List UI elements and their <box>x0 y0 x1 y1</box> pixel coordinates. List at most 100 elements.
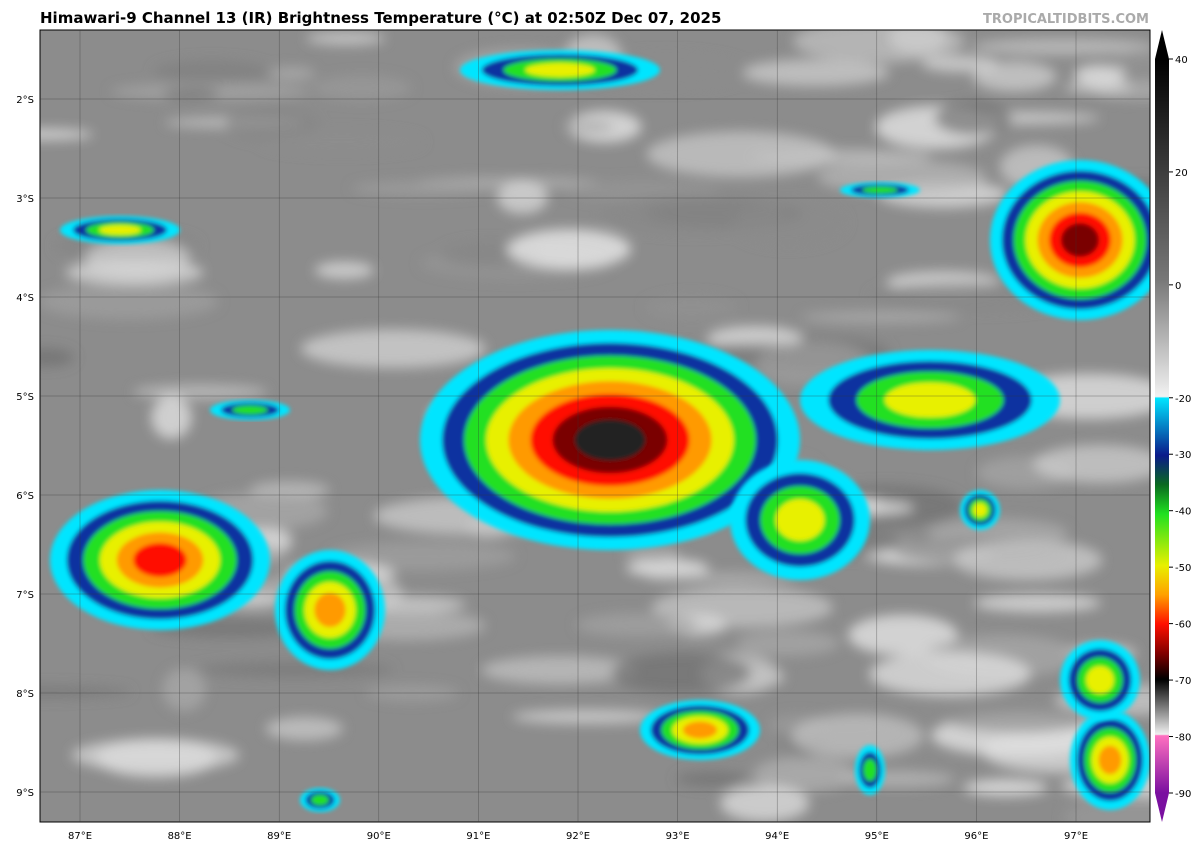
cloud-streak <box>971 38 1150 56</box>
lon-label: 91°E <box>466 831 490 842</box>
convective-cell <box>1070 710 1150 810</box>
lat-label: 2°S <box>16 95 34 106</box>
colorbar-tick-label: 40 <box>1175 55 1188 66</box>
cloud-top <box>314 592 346 628</box>
lon-label: 94°E <box>765 831 789 842</box>
cloud-top <box>862 186 898 194</box>
cloud-streak <box>265 716 344 741</box>
cloud-streak <box>720 784 810 822</box>
cloud-top <box>863 758 877 782</box>
convective-cell <box>640 700 760 760</box>
cloud-streak <box>197 661 394 678</box>
convective-cell <box>60 216 180 244</box>
cloud-streak <box>225 107 319 141</box>
convective-cell <box>50 490 270 630</box>
cloud-streak <box>610 652 752 694</box>
cloud-streak <box>646 131 836 178</box>
lon-label: 89°E <box>267 831 291 842</box>
cloud-top <box>311 794 329 806</box>
cloud-streak <box>601 193 786 234</box>
colorbar-fill <box>1155 59 1169 793</box>
cloud-streak <box>497 181 548 214</box>
lat-label: 3°S <box>16 194 34 205</box>
cloud-streak <box>963 779 1048 797</box>
cloud-streak <box>300 329 486 368</box>
colorbar-tick-label: -90 <box>1175 789 1191 800</box>
convective-cell <box>800 350 1060 450</box>
cloud-top <box>682 721 718 739</box>
lon-label: 87°E <box>68 831 92 842</box>
cloud-streak <box>1033 444 1150 483</box>
convective-cell <box>210 400 290 420</box>
colorbar-tick-label: -70 <box>1175 676 1191 687</box>
cloud-streak <box>644 295 738 320</box>
cloud-streak <box>626 559 709 578</box>
lat-label: 5°S <box>16 392 34 403</box>
cloud-streak <box>40 348 75 367</box>
cloud-streak <box>162 87 220 101</box>
lon-label: 95°E <box>865 831 889 842</box>
cloud-streak <box>563 120 615 133</box>
convective-cell <box>990 160 1150 320</box>
cloud-top <box>133 543 187 577</box>
title: Himawari-9 Channel 13 (IR) Brightness Te… <box>40 9 721 27</box>
colorbar-tick-label: -50 <box>1175 563 1191 574</box>
colorbar-top-extension <box>1155 30 1169 59</box>
satellite-map <box>40 30 1150 822</box>
lon-label: 96°E <box>964 831 988 842</box>
cloud-top <box>884 382 976 418</box>
cloud-streak <box>85 238 190 277</box>
colorbar-tick-label: 20 <box>1175 168 1188 179</box>
cloud-top <box>99 225 141 235</box>
convective-cell <box>275 550 385 670</box>
cloud-streak <box>888 30 947 54</box>
lon-label: 90°E <box>367 831 391 842</box>
lon-label: 92°E <box>566 831 590 842</box>
cloud-streak <box>511 709 662 724</box>
convective-cell <box>960 490 1000 530</box>
cloud-streak <box>1073 65 1126 85</box>
lon-label: 97°E <box>1064 831 1088 842</box>
cloud-streak <box>790 713 924 759</box>
convective-cell <box>460 50 660 90</box>
cloud-streak <box>328 541 516 571</box>
convective-cell <box>730 460 870 580</box>
colorbar: 40 20 0 -20 -30 -40 -50 -60 -70 -80 -90 <box>1155 30 1191 822</box>
cloud-streak <box>351 181 494 196</box>
cloud-streak <box>314 261 375 279</box>
convective-cell <box>300 788 340 812</box>
cloud-top <box>574 419 646 461</box>
lat-label: 8°S <box>16 689 34 700</box>
cloud-streak <box>507 228 631 270</box>
colorbar-tick-label: -80 <box>1175 733 1191 744</box>
lat-label: 4°S <box>16 293 34 304</box>
cloud-top <box>775 499 825 541</box>
cloud-streak <box>1064 81 1134 94</box>
cloud-streak <box>268 66 316 81</box>
cloud-top <box>1098 745 1122 775</box>
convective-cell <box>855 745 885 795</box>
cloud-streak <box>944 705 1093 734</box>
colorbar-tick-label: 0 <box>1175 281 1181 292</box>
cloud-streak <box>753 756 857 792</box>
cloud-streak <box>96 738 217 779</box>
lat-label: 9°S <box>16 788 34 799</box>
cloud-streak <box>800 311 961 323</box>
colorbar-tick-label: -60 <box>1175 620 1191 631</box>
cloud-streak <box>151 396 192 439</box>
cloud-streak <box>933 101 1013 136</box>
colorbar-tick-label: -30 <box>1175 450 1191 461</box>
cloud-streak <box>869 651 1031 697</box>
cloud-streak <box>921 55 999 73</box>
cloud-top <box>232 405 268 415</box>
cloud-streak <box>261 131 423 153</box>
cloud-streak <box>848 614 958 656</box>
cloud-streak <box>740 59 890 87</box>
lat-label: 6°S <box>16 491 34 502</box>
cloud-streak <box>481 655 638 685</box>
cloud-top <box>525 63 595 77</box>
cloud-streak <box>312 75 412 101</box>
convective-cell <box>1060 640 1140 720</box>
colorbar-bottom-extension <box>1155 793 1169 822</box>
